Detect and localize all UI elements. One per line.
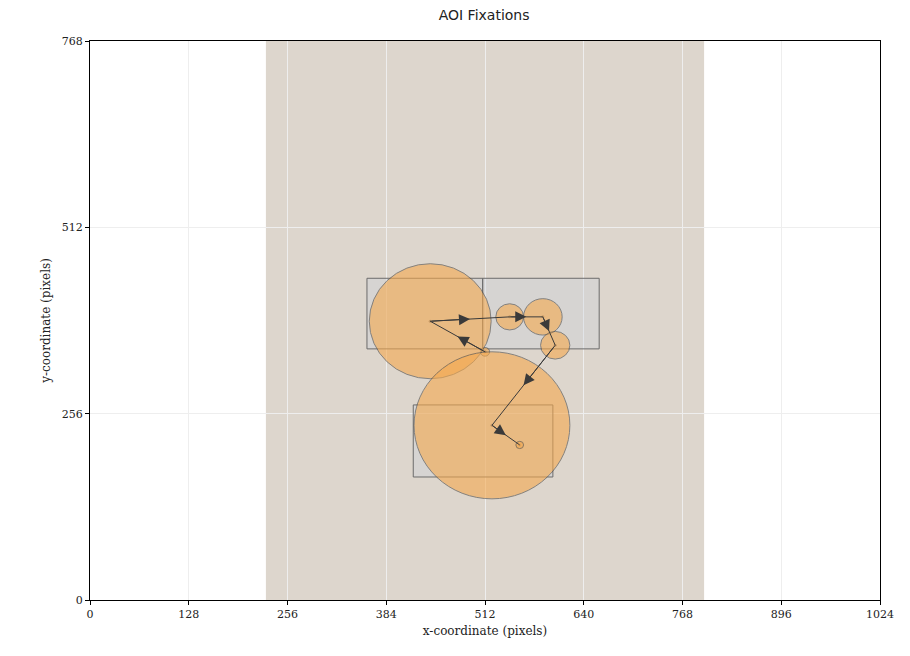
svg-text:384: 384 <box>376 608 397 621</box>
svg-text:256: 256 <box>277 608 298 621</box>
svg-text:0: 0 <box>87 608 94 621</box>
svg-text:640: 640 <box>573 608 594 621</box>
svg-text:896: 896 <box>771 608 792 621</box>
svg-text:0: 0 <box>76 594 83 607</box>
svg-text:768: 768 <box>62 35 83 48</box>
svg-text:768: 768 <box>672 608 693 621</box>
svg-text:128: 128 <box>178 608 199 621</box>
svg-text:y-coordinate (pixels): y-coordinate (pixels) <box>39 258 53 384</box>
svg-text:256: 256 <box>62 408 83 421</box>
svg-text:1024: 1024 <box>866 608 894 621</box>
svg-text:AOI Fixations: AOI Fixations <box>439 7 530 23</box>
svg-text:512: 512 <box>62 221 83 234</box>
svg-text:512: 512 <box>475 608 496 621</box>
svg-text:x-coordinate (pixels): x-coordinate (pixels) <box>423 624 547 638</box>
